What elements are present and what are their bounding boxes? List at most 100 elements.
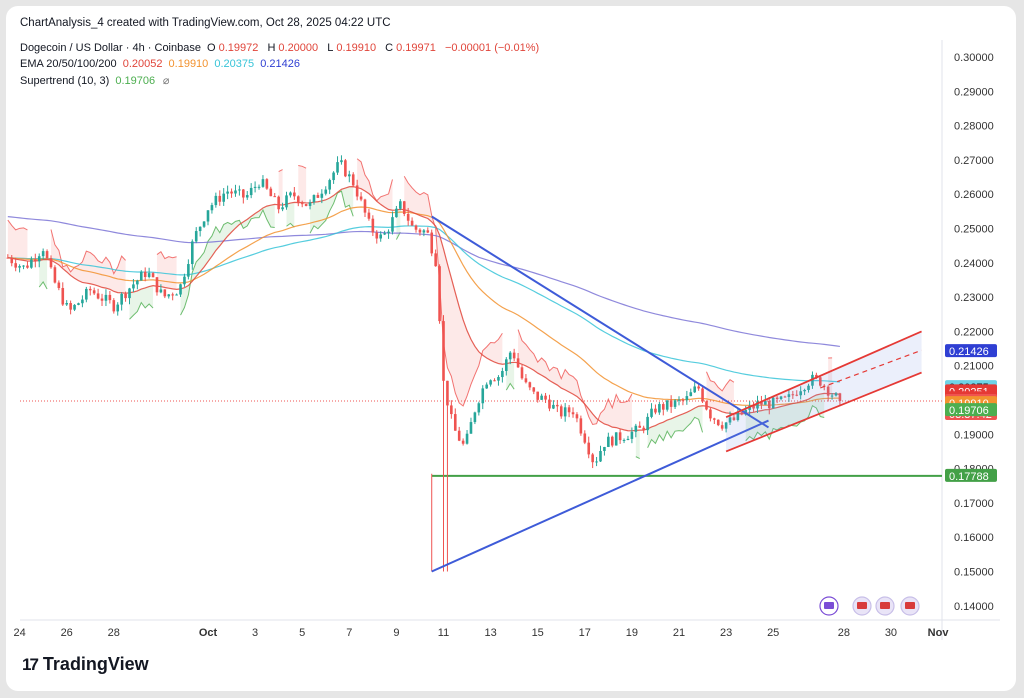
supertrend-legend[interactable]: Supertrend (10, 3) 0.19706 ⌀ <box>20 74 174 87</box>
x-tick-label: 13 <box>484 627 496 639</box>
supertrend-line <box>706 371 735 392</box>
candle-body <box>281 207 284 210</box>
candle-body <box>96 293 100 299</box>
price-label: 0.21426 <box>945 344 997 358</box>
ema20-line <box>7 186 841 432</box>
candle-body <box>540 395 543 400</box>
supertrend-line <box>635 456 640 460</box>
candle-body <box>367 212 371 219</box>
us-flag-event-icon[interactable] <box>875 596 895 616</box>
candle-body <box>136 280 139 285</box>
candle-body <box>85 288 88 300</box>
candle-body <box>536 391 539 400</box>
candle-body <box>187 264 190 277</box>
price-label-text: 0.21426 <box>949 346 989 358</box>
candle-body <box>128 288 131 299</box>
candle-body <box>289 192 292 196</box>
candle-body <box>709 409 712 419</box>
price-label-box <box>945 468 997 482</box>
candle-body <box>69 303 72 310</box>
earnings-event-icon[interactable] <box>819 596 839 616</box>
channel-mid-line <box>820 349 922 389</box>
candle-body <box>493 380 496 382</box>
us-flag-event-icon[interactable] <box>900 596 920 616</box>
candle-body <box>736 412 740 420</box>
candle-body <box>234 190 237 194</box>
candle-body <box>457 430 461 441</box>
candle-body <box>100 298 104 301</box>
x-tick-label: 17 <box>579 627 591 639</box>
x-tick-label: 21 <box>673 627 685 639</box>
supertrend-fill <box>310 186 354 234</box>
candle-body <box>328 180 331 190</box>
candle-body <box>716 419 720 426</box>
ema-legend[interactable]: EMA 20/50/100/200 0.20052 0.19910 0.2037… <box>20 58 303 70</box>
candle-body <box>22 265 25 267</box>
candle-body <box>799 391 802 396</box>
candle-body <box>104 294 108 301</box>
candle-body <box>642 427 645 431</box>
candle-body <box>143 271 147 277</box>
candle-body <box>552 404 555 409</box>
candle-body <box>304 204 308 206</box>
y-tick-label: 0.30000 <box>954 52 994 64</box>
candle-body <box>532 387 536 392</box>
candle-body <box>771 397 775 409</box>
candle-body <box>348 174 351 177</box>
x-tick-label: 19 <box>626 627 638 639</box>
symbol-name[interactable]: Dogecoin / US Dollar · 4h · Coinbase <box>20 42 201 54</box>
us-flag-event-icon[interactable] <box>852 596 872 616</box>
candle-body <box>57 282 61 289</box>
y-tick-label: 0.25000 <box>954 224 994 236</box>
candle-body <box>426 230 430 233</box>
candle-body <box>265 179 269 189</box>
candle-body <box>669 400 673 407</box>
candle-body <box>163 289 167 297</box>
candle-body <box>599 450 602 462</box>
x-tick-label: 5 <box>299 627 305 639</box>
supertrend-line <box>298 164 307 169</box>
candle-body <box>293 192 296 197</box>
triangle-upper-line <box>431 215 770 429</box>
candle-body <box>497 377 500 381</box>
y-tick-label: 0.28000 <box>954 121 994 133</box>
y-tick-label: 0.16000 <box>954 532 994 544</box>
candle-body <box>261 179 265 187</box>
candle-body <box>795 394 799 396</box>
candle-body <box>834 393 838 396</box>
ohlc-low: L 0.19910 <box>327 42 377 54</box>
candle-body <box>579 418 583 434</box>
candle-body <box>442 321 445 381</box>
visibility-icon[interactable]: ⌀ <box>162 75 170 87</box>
candle-body <box>681 399 685 401</box>
candle-body <box>740 412 744 415</box>
candle-body <box>764 400 767 405</box>
candle-body <box>591 454 594 463</box>
candle-body <box>461 440 465 444</box>
candle-body <box>630 431 634 439</box>
candle-body <box>414 225 418 230</box>
candle-body <box>473 412 477 423</box>
candle-body <box>720 425 724 429</box>
supertrend-fill <box>635 430 640 459</box>
candle-body <box>767 400 771 409</box>
candle-body <box>512 352 516 359</box>
candle-body <box>450 405 453 415</box>
candle-body <box>308 202 312 206</box>
candle-body <box>14 263 17 268</box>
candle-body <box>508 352 512 360</box>
price-label-box <box>945 344 997 358</box>
candle-body <box>610 436 614 446</box>
candle-body <box>151 273 155 278</box>
candle-body <box>705 401 708 410</box>
supertrend-line <box>129 301 154 320</box>
candle-body <box>191 241 194 265</box>
supertrend-line <box>517 329 633 426</box>
candle-body <box>485 384 488 389</box>
candle-body <box>406 213 410 221</box>
ohlc-open: O 0.19972 <box>207 42 259 54</box>
x-tick-label: 24 <box>13 627 25 639</box>
candle-body <box>340 160 343 163</box>
candle-body <box>477 403 481 413</box>
